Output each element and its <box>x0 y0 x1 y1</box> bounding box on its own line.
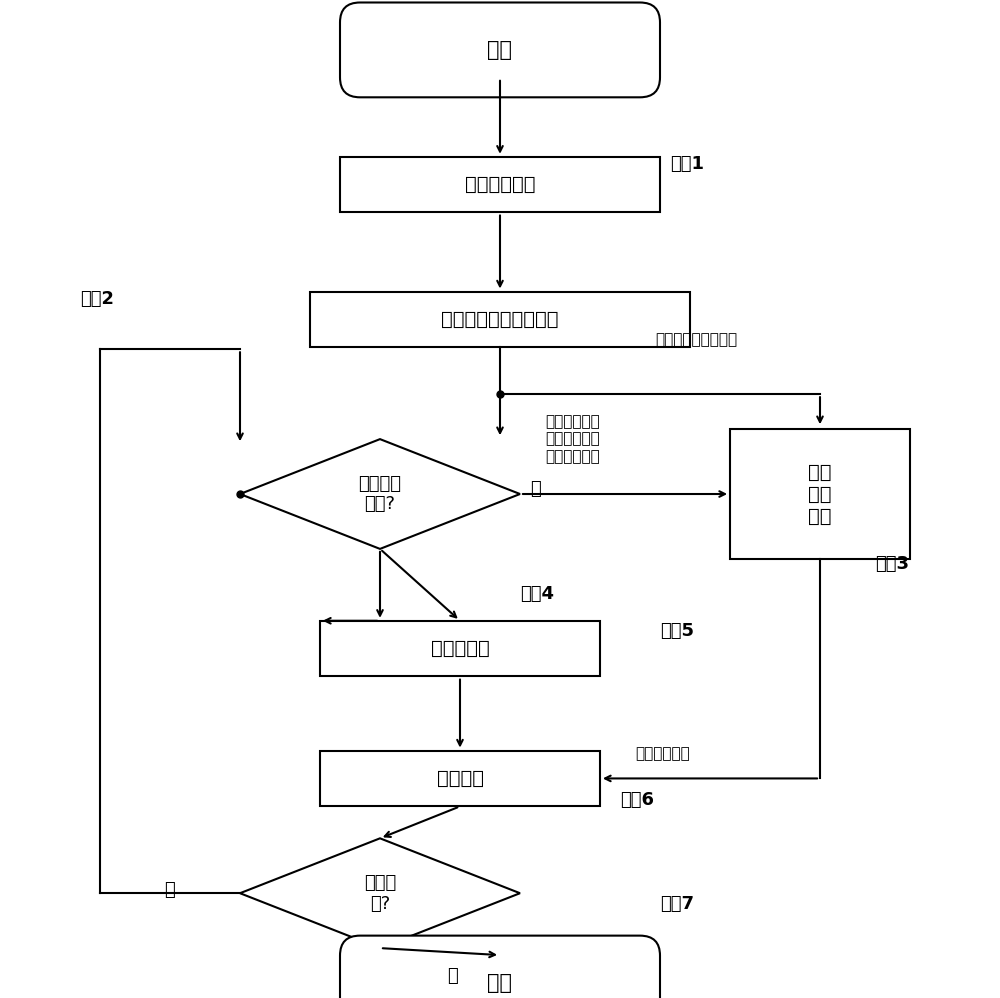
Text: 否: 否 <box>164 881 175 899</box>
Text: 误差
系数
矩阵: 误差 系数 矩阵 <box>808 462 832 526</box>
Text: 步骤5: 步骤5 <box>660 622 694 640</box>
FancyBboxPatch shape <box>340 936 660 998</box>
Polygon shape <box>240 439 520 549</box>
Bar <box>310 291 690 347</box>
Text: 计算、生成误差系数: 计算、生成误差系数 <box>655 331 737 347</box>
Text: 步骤6: 步骤6 <box>620 791 654 809</box>
Text: 提取误差系数: 提取误差系数 <box>635 746 690 761</box>
Text: 测量标准件，执行校准: 测量标准件，执行校准 <box>441 309 559 329</box>
Text: 步骤7: 步骤7 <box>660 895 694 913</box>
Text: 结束: 结束 <box>488 973 512 993</box>
Polygon shape <box>240 838 520 948</box>
Bar <box>730 429 910 559</box>
Bar <box>320 751 600 806</box>
Text: 保存仪器状态: 保存仪器状态 <box>465 175 535 195</box>
Text: 校准内插，重
新计算、生成
新误差系数。: 校准内插，重 新计算、生成 新误差系数。 <box>545 414 600 464</box>
FancyBboxPatch shape <box>340 3 660 98</box>
Text: 开始: 开始 <box>488 40 512 60</box>
Text: 测量完
成?: 测量完 成? <box>364 874 396 912</box>
Text: 步骤4: 步骤4 <box>520 585 554 603</box>
Text: 误差修正: 误差修正 <box>436 768 484 788</box>
Bar <box>320 621 600 677</box>
Text: 步骤2: 步骤2 <box>80 290 114 308</box>
Text: 是: 是 <box>530 480 541 498</box>
Text: 测量被测件: 测量被测件 <box>431 639 489 659</box>
Text: 是: 是 <box>447 967 458 985</box>
Text: 测量状态
改变?: 测量状态 改变? <box>358 475 402 513</box>
Text: 步骤1: 步骤1 <box>670 155 704 173</box>
Bar <box>340 157 660 213</box>
Text: 步骤3: 步骤3 <box>875 555 909 573</box>
